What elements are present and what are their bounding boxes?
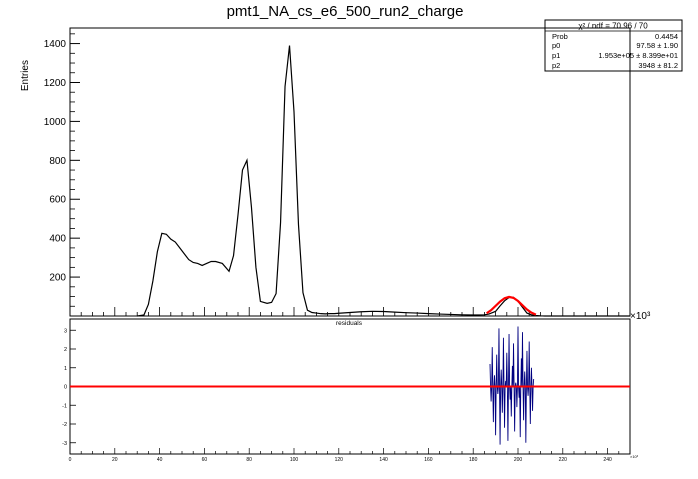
stats-row-value: 3948 ± 81.2 — [638, 61, 678, 70]
residual-x-tick-label: 20 — [112, 457, 118, 463]
fit-line — [486, 295, 537, 316]
residual-x-tick-label: 140 — [379, 457, 388, 463]
residual-series-group — [70, 326, 630, 445]
residual-y-tick-label: 0 — [64, 385, 67, 391]
stats-row-value: 97.58 ± 1.90 — [636, 41, 678, 50]
residual-x-tick-label: 40 — [157, 457, 163, 463]
y-tick-label: 1400 — [44, 39, 67, 50]
stats-header: χ² / ndf = 70.96 / 70 — [578, 22, 648, 31]
residual-x-tick-label: 220 — [559, 457, 568, 463]
residual-y-tick-label: 3 — [64, 328, 67, 334]
residual-x-tick-label: 160 — [424, 457, 433, 463]
residual-y-axis: -3 -2 -1 0 1 2 3 — [62, 328, 76, 447]
residual-y-tick-label: 1 — [64, 366, 67, 372]
y-tick-label: 400 — [49, 234, 66, 245]
y-tick-label: 800 — [49, 156, 66, 167]
residuals-panel: residuals -3 -2 -1 0 1 2 3 0 20 40 60 80 100 120 140 1… — [62, 318, 639, 463]
stats-row-value: 0.4454 — [655, 32, 678, 41]
stats-row-name: p2 — [552, 61, 560, 70]
bottom-x-multiplier: ×10³ — [630, 454, 639, 459]
main-histogram-panel: Entries 200 400 600 800 1000 1200 1400 ×10³ — [20, 27, 651, 322]
top-y-axis: 200 400 600 800 1000 1200 1400 — [44, 33, 80, 307]
residual-y-tick-label: 2 — [64, 347, 67, 353]
y-tick-label: 1000 — [44, 117, 67, 128]
residual-x-tick-label: 240 — [603, 457, 612, 463]
top-x-axis — [69, 307, 631, 316]
y-tick-label: 200 — [49, 273, 66, 284]
residual-x-tick-label: 0 — [69, 457, 72, 463]
stats-row-name: Prob — [552, 32, 568, 41]
residual-x-tick-label: 80 — [246, 457, 252, 463]
y-tick-label: 1200 — [44, 78, 67, 89]
residual-y-tick-label: -1 — [62, 403, 67, 409]
y-axis-label: Entries — [20, 60, 31, 91]
stats-row-name: p0 — [552, 41, 560, 50]
y-tick-label: 600 — [49, 195, 66, 206]
stats-row-value: 1.953e+05 ± 8.399e+01 — [598, 51, 678, 60]
residual-y-tick-label: -2 — [62, 422, 67, 428]
residual-x-tick-label: 180 — [469, 457, 478, 463]
top-series-group — [137, 45, 630, 317]
residual-x-tick-label: 120 — [335, 457, 344, 463]
top-x-multiplier: ×10³ — [630, 311, 651, 322]
chart-title: pmt1_NA_cs_e6_500_run2_charge — [227, 3, 464, 20]
stats-row-name: p1 — [552, 51, 560, 60]
residual-x-tick-label: 100 — [290, 457, 299, 463]
residuals-title: residuals — [336, 320, 363, 327]
residual-x-tick-label: 200 — [514, 457, 523, 463]
histogram-line — [137, 45, 630, 317]
residual-x-axis: 0 20 40 60 80 100 120 140 160 180 200 220 240 — [69, 448, 631, 463]
residual-x-tick-label: 60 — [202, 457, 208, 463]
residual-y-tick-label: -3 — [62, 441, 67, 447]
